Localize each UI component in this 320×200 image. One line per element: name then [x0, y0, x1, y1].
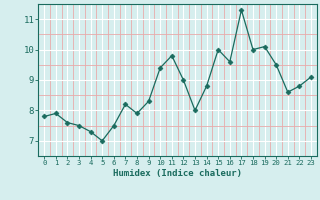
X-axis label: Humidex (Indice chaleur): Humidex (Indice chaleur) — [113, 169, 242, 178]
